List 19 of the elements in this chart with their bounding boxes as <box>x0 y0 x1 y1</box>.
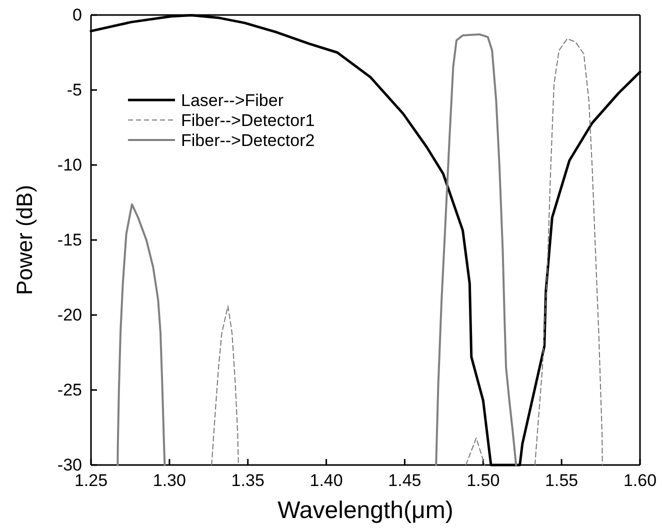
y-axis-title: Power (dB) <box>12 184 37 296</box>
x-tick-label: 1.35 <box>231 471 264 490</box>
y-tick-label: 0 <box>72 5 82 24</box>
y-tick-label: -10 <box>57 155 82 174</box>
legend-label: Laser-->Fiber <box>181 91 284 110</box>
y-tick-label: -15 <box>57 230 82 250</box>
x-tick-label: 1.60 <box>623 471 657 490</box>
legend-label: Fiber-->Detector1 <box>181 111 315 130</box>
x-axis-title: Wavelength(μm) <box>278 497 454 524</box>
y-tick-label: -25 <box>57 380 82 400</box>
line-series <box>90 14 642 466</box>
x-tick-label: 1.30 <box>152 471 186 490</box>
x-tick-label: 1.50 <box>466 471 500 490</box>
legend-label: Fiber-->Detector2 <box>181 131 315 150</box>
x-tick-label: 1.55 <box>545 471 578 490</box>
x-tick-label: 1.45 <box>388 471 422 490</box>
y-tick-label: -5 <box>66 80 82 100</box>
x-tick-label: 1.40 <box>310 471 343 490</box>
y-tick-label: -20 <box>57 305 82 324</box>
